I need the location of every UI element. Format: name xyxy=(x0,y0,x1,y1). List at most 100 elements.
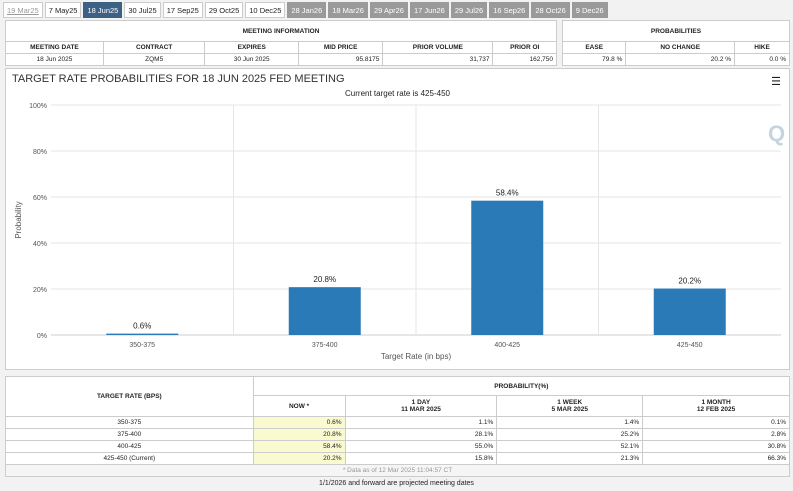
prob-cell: 66.3% xyxy=(642,452,790,465)
history-col-header: 1 WEEK 5 MAR 2025 xyxy=(496,395,644,417)
y-tick-label: 40% xyxy=(33,241,47,248)
tab-meeting[interactable]: 18 Jun25 xyxy=(83,2,123,18)
tab-meeting[interactable]: 28 Jan26 xyxy=(287,2,327,18)
bar[interactable] xyxy=(653,288,726,335)
table-row: 400-425 58.4% 55.0% 52.1% 30.8% xyxy=(5,440,790,453)
prob-cell: 0.1% xyxy=(642,416,790,429)
meeting-col-header: CONTRACT xyxy=(102,41,206,54)
x-tick-label: 425-450 xyxy=(677,342,703,349)
prob-cell: 55.0% xyxy=(344,440,498,453)
tab-meeting[interactable]: 16 Sep26 xyxy=(489,2,530,18)
prob-col-header: HIKE xyxy=(734,41,790,54)
history-col-header: 1 MONTH 12 FEB 2025 xyxy=(642,395,790,417)
meeting-col-header: PRIOR VOLUME xyxy=(382,41,494,54)
bar-chart: Q 0% 20% 40% 60% 80% 100% 0.6% 350-375 20.8% 375-… xyxy=(14,103,785,361)
tab-meeting[interactable]: 29 Oct25 xyxy=(204,2,244,18)
meeting-col-header: MID PRICE xyxy=(297,41,384,54)
prob-cell: 1.4% xyxy=(496,416,644,429)
probabilities-table: PROBABILITIES EASE NO CHANGE HIKE 79.8 % 20.… xyxy=(561,20,790,66)
y-tick-label: 60% xyxy=(33,195,47,202)
tab-meeting[interactable]: 19 Mar25 xyxy=(3,2,43,18)
rate-cell: 400-425 xyxy=(5,440,254,453)
tab-meeting[interactable]: 29 Apr26 xyxy=(369,2,408,18)
meeting-value: 162,750 xyxy=(492,53,557,66)
prob-cell: 25.2% xyxy=(496,428,644,441)
rate-cell: 350-375 xyxy=(5,416,254,429)
watermark-logo: Q xyxy=(768,121,785,146)
meeting-info-title: MEETING INFORMATION xyxy=(5,20,557,42)
bar[interactable] xyxy=(471,200,544,335)
rate-header: TARGET RATE (BPS) xyxy=(5,376,254,417)
prob-cell: 1.1% xyxy=(344,416,498,429)
tab-meeting[interactable]: 17 Jun26 xyxy=(409,2,449,18)
tab-meeting[interactable]: 9 Dec26 xyxy=(571,2,608,18)
prob-cell: 52.1% xyxy=(496,440,644,453)
tab-meeting[interactable]: 17 Sep25 xyxy=(162,2,203,18)
x-axis-label: Target Rate (in bps) xyxy=(381,352,452,361)
meeting-value: ZQM5 xyxy=(102,53,206,66)
prob-cell: 20.8% xyxy=(252,428,346,441)
history-col-header: NOW * xyxy=(252,395,346,417)
meeting-value: 31,737 xyxy=(382,53,494,66)
table-row: 375-400 20.8% 28.1% 25.2% 2.8% xyxy=(5,428,790,441)
prob-cell: 28.1% xyxy=(344,428,498,441)
x-tick-label: 400-425 xyxy=(494,342,520,349)
prob-value: 79.8 % xyxy=(561,53,627,66)
meeting-value: 95.8175 xyxy=(297,53,384,66)
data-label: 0.6% xyxy=(133,322,151,331)
col-date: 11 MAR 2025 xyxy=(401,406,441,413)
prob-value: 0.0 % xyxy=(734,53,790,66)
data-label: 20.8% xyxy=(313,275,336,284)
col-label: 1 MONTH xyxy=(701,399,731,406)
prob-header: PROBABILITY(%) xyxy=(252,376,791,396)
tab-meeting[interactable]: 28 Oct26 xyxy=(531,2,570,18)
meeting-info-table: MEETING INFORMATION MEETING DATE CONTRACT… xyxy=(5,20,557,66)
tab-meeting[interactable]: 29 Jul26 xyxy=(450,2,488,18)
prob-cell: 15.8% xyxy=(344,452,498,465)
prob-value: 20.2 % xyxy=(625,53,736,66)
prob-col-header: EASE xyxy=(561,41,627,54)
prob-col-header: NO CHANGE xyxy=(625,41,736,54)
probabilities-title: PROBABILITIES xyxy=(562,20,790,42)
col-date: 12 FEB 2025 xyxy=(696,406,736,413)
chart-title: TARGET RATE PROBABILITIES FOR 18 JUN 202… xyxy=(12,73,345,85)
y-axis-label: Probability xyxy=(14,201,23,238)
y-tick-label: 0% xyxy=(37,333,47,340)
col-label: 1 DAY xyxy=(411,399,431,406)
rate-cell: 375-400 xyxy=(5,428,254,441)
bar[interactable] xyxy=(106,333,179,335)
chart-panel: TARGET RATE PROBABILITIES FOR 18 JUN 202… xyxy=(5,68,790,370)
data-note: * Data as of 12 Mar 2025 11:04:57 CT xyxy=(5,464,790,477)
col-label: NOW * xyxy=(288,402,310,410)
prob-cell: 21.3% xyxy=(496,452,644,465)
tab-meeting[interactable]: 10 Dec25 xyxy=(245,2,286,18)
y-tick-label: 80% xyxy=(33,149,47,156)
y-tick-label: 100% xyxy=(29,103,47,110)
prob-cell: 30.8% xyxy=(642,440,790,453)
history-col-header: 1 DAY 11 MAR 2025 xyxy=(344,395,498,417)
col-label: 1 WEEK xyxy=(557,399,583,406)
meeting-col-header: PRIOR OI xyxy=(492,41,557,54)
bar[interactable] xyxy=(288,287,361,335)
menu-icon[interactable]: ☰ xyxy=(771,76,781,88)
meeting-value: 18 Jun 2025 xyxy=(5,53,104,66)
prob-cell: 2.8% xyxy=(642,428,790,441)
prob-cell: 58.4% xyxy=(252,440,346,453)
x-tick-label: 350-375 xyxy=(129,342,155,349)
tab-meeting[interactable]: 18 Mar26 xyxy=(328,2,368,18)
meeting-tabs: 19 Mar25 7 May25 18 Jun25 30 Jul25 17 Sep25 2… xyxy=(3,2,608,18)
data-label: 58.4% xyxy=(496,189,519,198)
table-row: 350-375 0.6% 1.1% 1.4% 0.1% xyxy=(5,416,790,429)
prob-cell: 20.2% xyxy=(252,452,346,465)
footer-note: 1/1/2026 and forward are projected meeti… xyxy=(319,480,474,487)
table-row: 425-450 (Current) 20.2% 15.8% 21.3% 66.3% xyxy=(5,452,790,465)
chart-subtitle: Current target rate is 425-450 xyxy=(345,89,450,98)
meeting-value: 30 Jun 2025 xyxy=(204,53,299,66)
tab-meeting[interactable]: 30 Jul25 xyxy=(124,2,161,18)
y-tick-label: 20% xyxy=(33,287,47,294)
meeting-col-header: MEETING DATE xyxy=(5,41,104,54)
probability-history-table: TARGET RATE (BPS) PROBABILITY(%) NOW * 1 … xyxy=(5,376,791,477)
tab-meeting[interactable]: 7 May25 xyxy=(44,2,82,18)
prob-cell: 0.6% xyxy=(252,416,346,429)
x-tick-label: 375-400 xyxy=(312,342,338,349)
